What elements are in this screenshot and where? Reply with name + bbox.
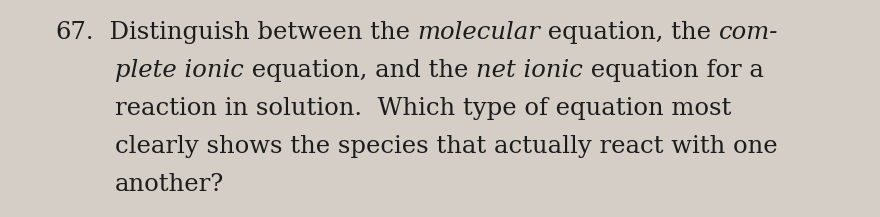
Text: clearly shows the species that actually react with one: clearly shows the species that actually … <box>115 135 778 158</box>
Text: Distinguish between the: Distinguish between the <box>93 21 417 44</box>
Text: 67.: 67. <box>55 21 93 44</box>
Text: another?: another? <box>115 173 224 196</box>
Text: equation for a: equation for a <box>583 59 764 82</box>
Text: net ionic: net ionic <box>476 59 583 82</box>
Text: com-: com- <box>719 21 779 44</box>
Text: equation, and the: equation, and the <box>244 59 476 82</box>
Text: equation, the: equation, the <box>540 21 719 44</box>
Text: reaction in solution.  Which type of equation most: reaction in solution. Which type of equa… <box>115 97 731 120</box>
Text: plete ionic: plete ionic <box>115 59 244 82</box>
Text: molecular: molecular <box>417 21 540 44</box>
